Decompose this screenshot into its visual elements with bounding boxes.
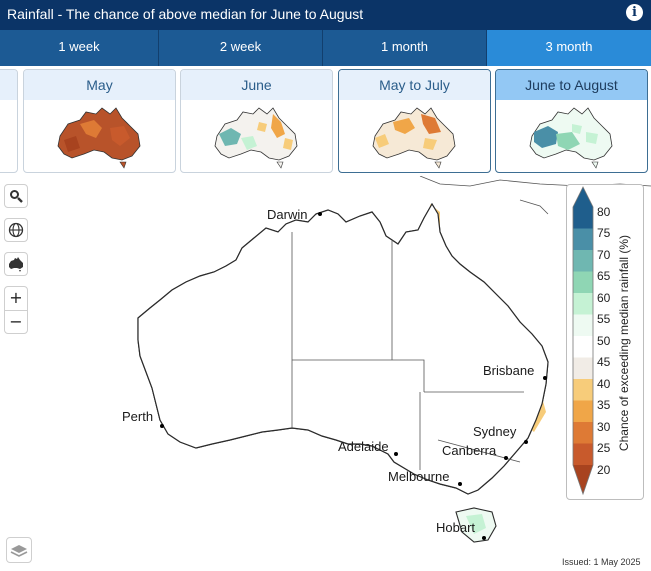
thumb-june[interactable]: June bbox=[180, 69, 333, 173]
legend-swatch-55-60 bbox=[573, 293, 593, 315]
legend-swatch-30-35 bbox=[573, 400, 593, 422]
city-label-darwin: Darwin bbox=[267, 207, 308, 222]
globe-icon[interactable] bbox=[4, 218, 28, 242]
thumb-map-june-to-august bbox=[529, 107, 612, 169]
australia-map bbox=[137, 176, 651, 543]
tab-2-week[interactable]: 2 week bbox=[159, 30, 323, 66]
layers-button[interactable] bbox=[6, 537, 32, 563]
legend-tick: 80 bbox=[597, 205, 611, 219]
legend-swatch-50-55 bbox=[573, 314, 593, 336]
thumb-label: June to August bbox=[496, 70, 647, 100]
thumb-previous[interactable] bbox=[0, 69, 18, 173]
forecast-map[interactable] bbox=[0, 176, 651, 571]
legend-swatch-25-30 bbox=[573, 422, 593, 444]
thumb-may[interactable]: May bbox=[23, 69, 176, 173]
city-label-sydney: Sydney bbox=[473, 424, 517, 439]
legend-tick: 30 bbox=[597, 420, 611, 434]
app-header: Rainfall - The chance of above median fo… bbox=[0, 0, 651, 30]
map-legend: 80 75 70 65 60 55 50 45 40 35 30 25 20 C… bbox=[566, 184, 644, 500]
thumb-label: June bbox=[181, 70, 332, 100]
city-label-canberra: Canberra bbox=[442, 443, 497, 458]
zoom-in-button[interactable]: + bbox=[9, 288, 23, 307]
legend-tick: 75 bbox=[597, 226, 611, 240]
legend-tick: 55 bbox=[597, 312, 611, 326]
legend-tick: 65 bbox=[597, 269, 611, 283]
legend-tick: 20 bbox=[597, 463, 611, 477]
city-label-melbourne: Melbourne bbox=[388, 469, 450, 484]
issued-date: Issued: 1 May 2025 bbox=[562, 557, 641, 567]
legend-swatch-65-70 bbox=[573, 250, 593, 272]
legend-swatch-35-40 bbox=[573, 379, 593, 401]
thumb-label: May to July bbox=[339, 70, 490, 100]
forecast-thumbnails: May June May to July bbox=[0, 66, 651, 176]
thumb-map-june bbox=[214, 107, 297, 169]
layers-icon bbox=[10, 545, 28, 557]
legend-colorbar bbox=[572, 186, 594, 496]
city-label-hobart: Hobart bbox=[436, 520, 476, 535]
city-label-adelaide: Adelaide bbox=[338, 439, 389, 454]
thumb-map-may bbox=[57, 107, 140, 169]
thumb-map-may-to-july bbox=[372, 107, 455, 169]
australia-icon[interactable] bbox=[4, 252, 28, 276]
legend-tick: 35 bbox=[597, 398, 611, 412]
tab-1-week[interactable]: 1 week bbox=[0, 30, 159, 66]
legend-tick: 60 bbox=[597, 291, 611, 305]
tab-3-month[interactable]: 3 month bbox=[487, 30, 651, 66]
city-label-brisbane: Brisbane bbox=[483, 363, 535, 378]
tab-1-month[interactable]: 1 month bbox=[323, 30, 487, 66]
period-tabs: 1 week 2 week 1 month 3 month bbox=[0, 30, 651, 66]
legend-tick: 50 bbox=[597, 334, 611, 348]
info-icon[interactable]: i bbox=[626, 4, 643, 21]
legend-tick: 25 bbox=[597, 441, 611, 455]
legend-tick: 45 bbox=[597, 355, 611, 369]
search-icon[interactable] bbox=[4, 184, 28, 208]
thumb-label: May bbox=[24, 70, 175, 100]
thumb-june-to-august[interactable]: June to August bbox=[495, 69, 648, 173]
legend-swatch-45-50 bbox=[573, 336, 593, 358]
legend-swatch-40-45 bbox=[573, 357, 593, 379]
zoom-control: + − bbox=[4, 286, 28, 334]
legend-swatch-20-25 bbox=[573, 443, 593, 465]
legend-title: Chance of exceeding median rainfall (%) bbox=[617, 234, 631, 452]
legend-swatch-70-75 bbox=[573, 228, 593, 250]
page-title: Rainfall - The chance of above median fo… bbox=[7, 6, 364, 22]
legend-swatch-75-80 bbox=[573, 207, 593, 229]
city-label-perth: Perth bbox=[122, 409, 154, 424]
legend-tick: 40 bbox=[597, 377, 611, 391]
zoom-out-button[interactable]: − bbox=[5, 310, 27, 333]
legend-swatch-above-80 bbox=[573, 187, 593, 207]
thumb-may-to-july[interactable]: May to July bbox=[338, 69, 491, 173]
legend-tick: 70 bbox=[597, 248, 611, 262]
legend-swatch-below-20 bbox=[573, 465, 593, 494]
legend-swatch-60-65 bbox=[573, 271, 593, 293]
